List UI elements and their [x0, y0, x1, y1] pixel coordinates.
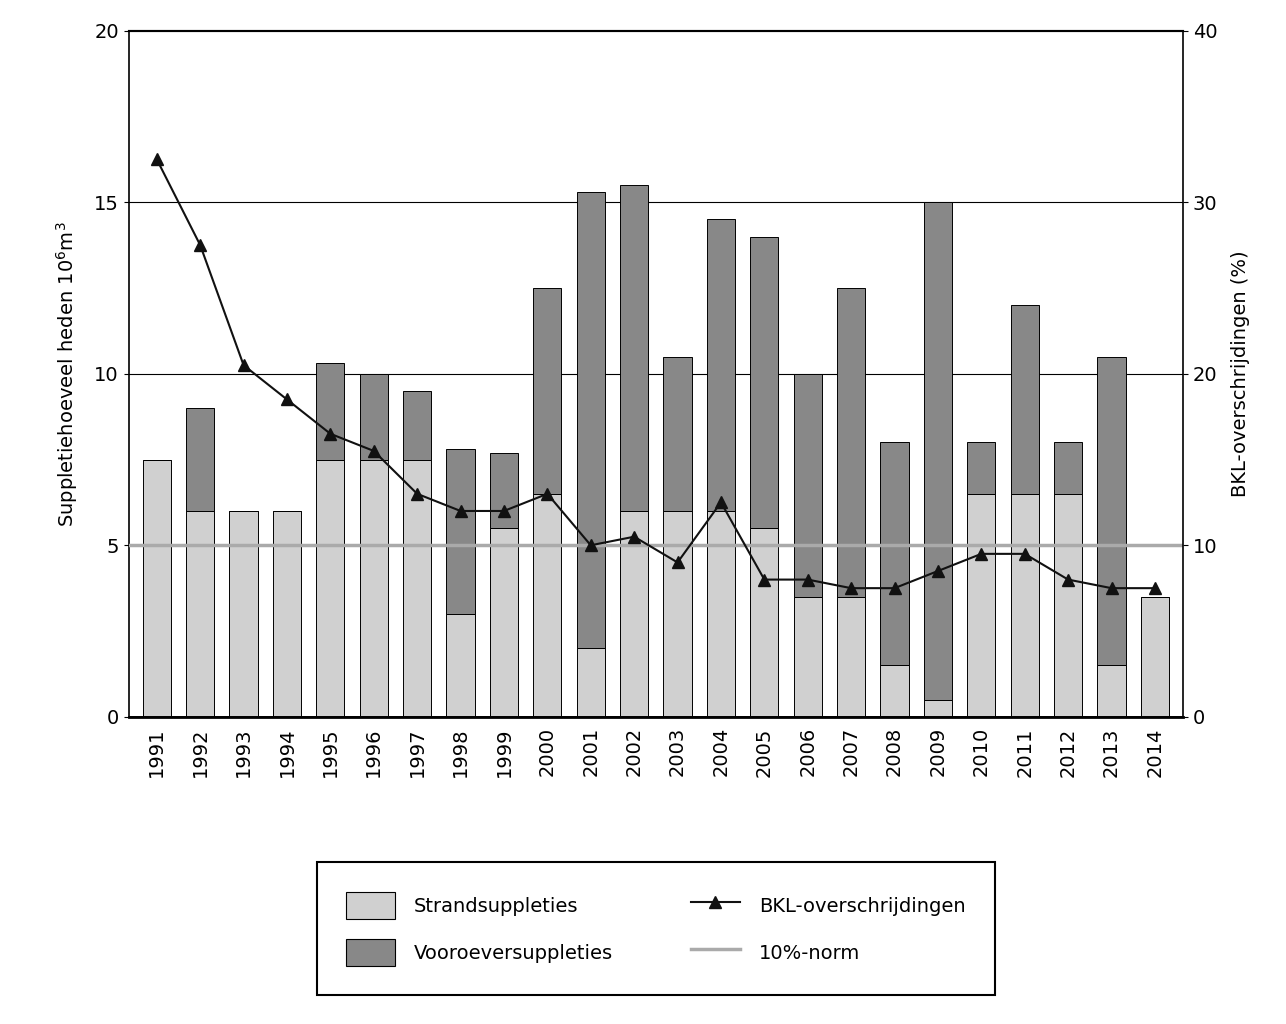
Bar	[1097, 666, 1125, 717]
Bar	[1011, 494, 1039, 717]
Bar	[967, 442, 995, 494]
Bar	[490, 528, 518, 717]
Bar	[881, 666, 909, 717]
Bar	[316, 460, 345, 717]
Bar	[360, 460, 388, 717]
Bar	[967, 494, 995, 717]
Bar	[229, 511, 257, 717]
Bar	[793, 597, 822, 717]
Bar	[750, 528, 778, 717]
Bar	[534, 494, 562, 717]
Y-axis label: Suppletiehoeveel heden 10$^6$m$^3$: Suppletiehoeveel heden 10$^6$m$^3$	[54, 221, 80, 526]
Bar	[923, 699, 952, 717]
Bar	[664, 356, 692, 511]
Bar	[273, 511, 301, 717]
Bar	[620, 185, 648, 511]
Bar	[793, 374, 822, 597]
Bar	[186, 511, 215, 717]
Bar	[837, 597, 865, 717]
Bar	[360, 374, 388, 460]
Y-axis label: BKL-overschrijdingen (%): BKL-overschrijdingen (%)	[1232, 251, 1250, 497]
Bar	[750, 237, 778, 528]
Bar	[1011, 305, 1039, 494]
Bar	[1055, 494, 1083, 717]
Bar	[881, 442, 909, 666]
Bar	[403, 460, 431, 717]
Bar	[620, 511, 648, 717]
Bar	[664, 511, 692, 717]
Bar	[446, 450, 475, 613]
Bar	[837, 288, 865, 597]
Bar	[446, 613, 475, 717]
Bar	[923, 203, 952, 699]
Bar	[534, 288, 562, 494]
Bar	[186, 409, 215, 511]
Bar	[707, 511, 736, 717]
Bar	[316, 364, 345, 460]
Bar	[707, 219, 736, 511]
Bar	[143, 460, 171, 717]
Bar	[403, 391, 431, 460]
Bar	[1141, 597, 1169, 717]
Bar	[1055, 442, 1083, 494]
Legend: Strandsuppleties, Vooroeversuppleties, BKL-overschrijdingen, 10%-norm: Strandsuppleties, Vooroeversuppleties, B…	[316, 862, 995, 995]
Bar	[576, 191, 604, 648]
Bar	[576, 648, 604, 717]
Bar	[490, 453, 518, 528]
Bar	[1097, 356, 1125, 666]
